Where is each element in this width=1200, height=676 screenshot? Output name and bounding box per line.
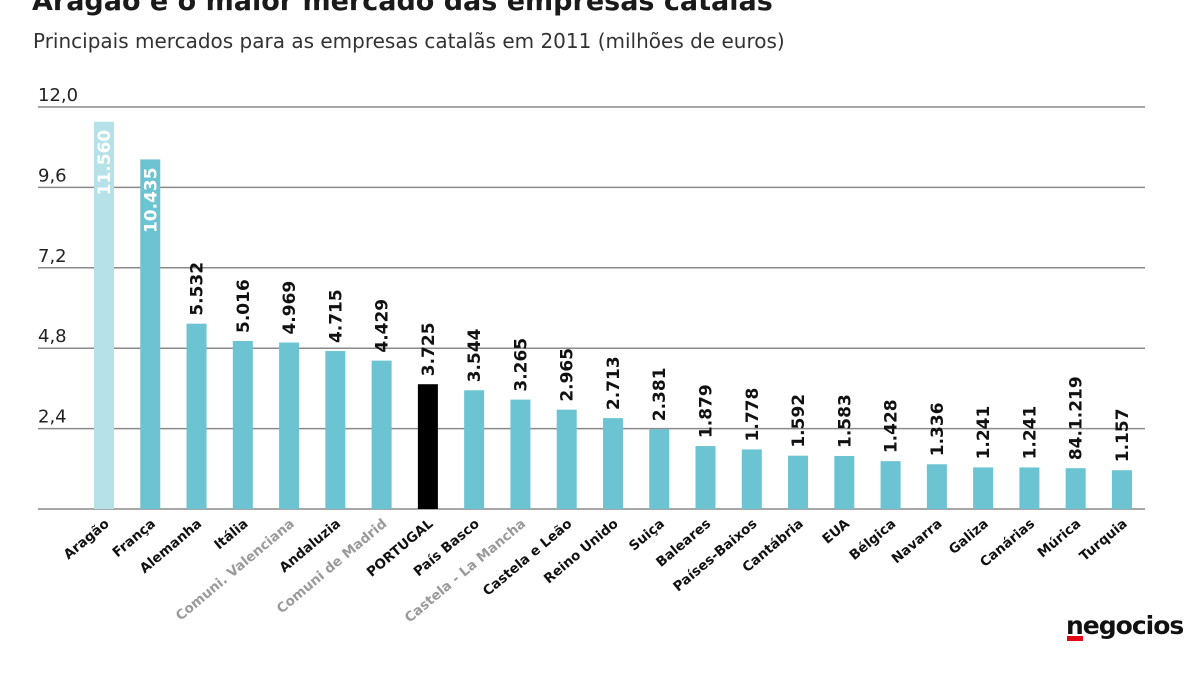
chart-title: Aragão é o maior mercado das empresas ca… xyxy=(32,0,773,17)
bar xyxy=(556,409,577,509)
value-label: 3.265 xyxy=(511,338,531,392)
value-label: 1.583 xyxy=(835,394,855,448)
y-tick-label: 12,0 xyxy=(38,85,78,106)
x-category-label: EUA xyxy=(819,515,853,547)
value-label: 1.592 xyxy=(789,394,809,448)
value-label: 2.965 xyxy=(558,348,578,402)
value-label: 5.016 xyxy=(234,279,254,333)
bar xyxy=(371,360,392,509)
bar xyxy=(1111,470,1132,509)
y-axis-ticks: 12,0 9,6 7,2 4,8 2,4 xyxy=(38,85,78,428)
bar xyxy=(649,429,670,509)
bar xyxy=(834,455,855,509)
x-category-label: Turquia xyxy=(1077,516,1131,565)
value-label: 10.435 xyxy=(141,167,161,233)
x-category-label: Múrica xyxy=(1035,516,1085,561)
logo-red-mark xyxy=(1067,636,1083,641)
value-label: 1.241 xyxy=(1020,406,1040,460)
bar xyxy=(325,351,346,509)
value-label: 3.725 xyxy=(419,322,439,376)
bar xyxy=(602,418,623,509)
bar xyxy=(279,342,300,509)
value-label: 1.778 xyxy=(743,388,763,442)
bar xyxy=(741,449,762,509)
x-category-label: Aragão xyxy=(61,516,113,563)
bar xyxy=(94,121,114,510)
bar xyxy=(973,467,994,509)
bar xyxy=(695,446,716,509)
value-label: 1.428 xyxy=(882,399,902,453)
bar xyxy=(140,159,161,510)
value-label: 84.1.219 xyxy=(1067,376,1087,460)
value-label: 11.560 xyxy=(95,130,115,196)
value-label: 5.532 xyxy=(188,262,208,316)
bar xyxy=(788,455,809,509)
value-label: 1.336 xyxy=(928,402,948,456)
value-label: 3.544 xyxy=(465,328,485,382)
value-label: 2.713 xyxy=(604,356,624,410)
bar xyxy=(1065,468,1086,509)
x-category-label: Navarra xyxy=(889,516,946,567)
bar xyxy=(1019,467,1040,509)
x-category-label: Países-Baixos xyxy=(670,516,760,595)
value-labels: 11.560 10.435 5.532 5.016 4.969 4.715 4.429 3.7… xyxy=(95,130,1133,463)
y-tick-label: 7,2 xyxy=(38,246,67,267)
value-label: 1.879 xyxy=(697,384,717,438)
bar xyxy=(464,390,485,509)
y-tick-label: 4,8 xyxy=(38,326,67,347)
y-tick-label: 9,6 xyxy=(38,165,67,186)
bar xyxy=(417,384,438,509)
negocios-logo: negocios xyxy=(1066,611,1184,640)
bar xyxy=(880,461,901,509)
value-label: 1.157 xyxy=(1113,408,1133,462)
x-category-label: Itália xyxy=(211,516,251,553)
chart-subtitle: Principais mercados para as empresas cat… xyxy=(33,29,785,53)
value-label: 1.241 xyxy=(974,406,994,460)
y-tick-label: 2,4 xyxy=(38,407,67,428)
bar xyxy=(232,340,253,509)
x-category-label: Suiça xyxy=(626,516,668,555)
value-label: 2.381 xyxy=(650,367,670,421)
gridlines xyxy=(38,106,1145,510)
value-label: 4.429 xyxy=(373,299,393,353)
bar xyxy=(510,399,531,509)
value-label: 4.715 xyxy=(326,289,346,343)
bar xyxy=(926,464,947,509)
value-label: 4.969 xyxy=(280,281,300,335)
bars xyxy=(94,121,1132,510)
bar xyxy=(186,323,207,509)
